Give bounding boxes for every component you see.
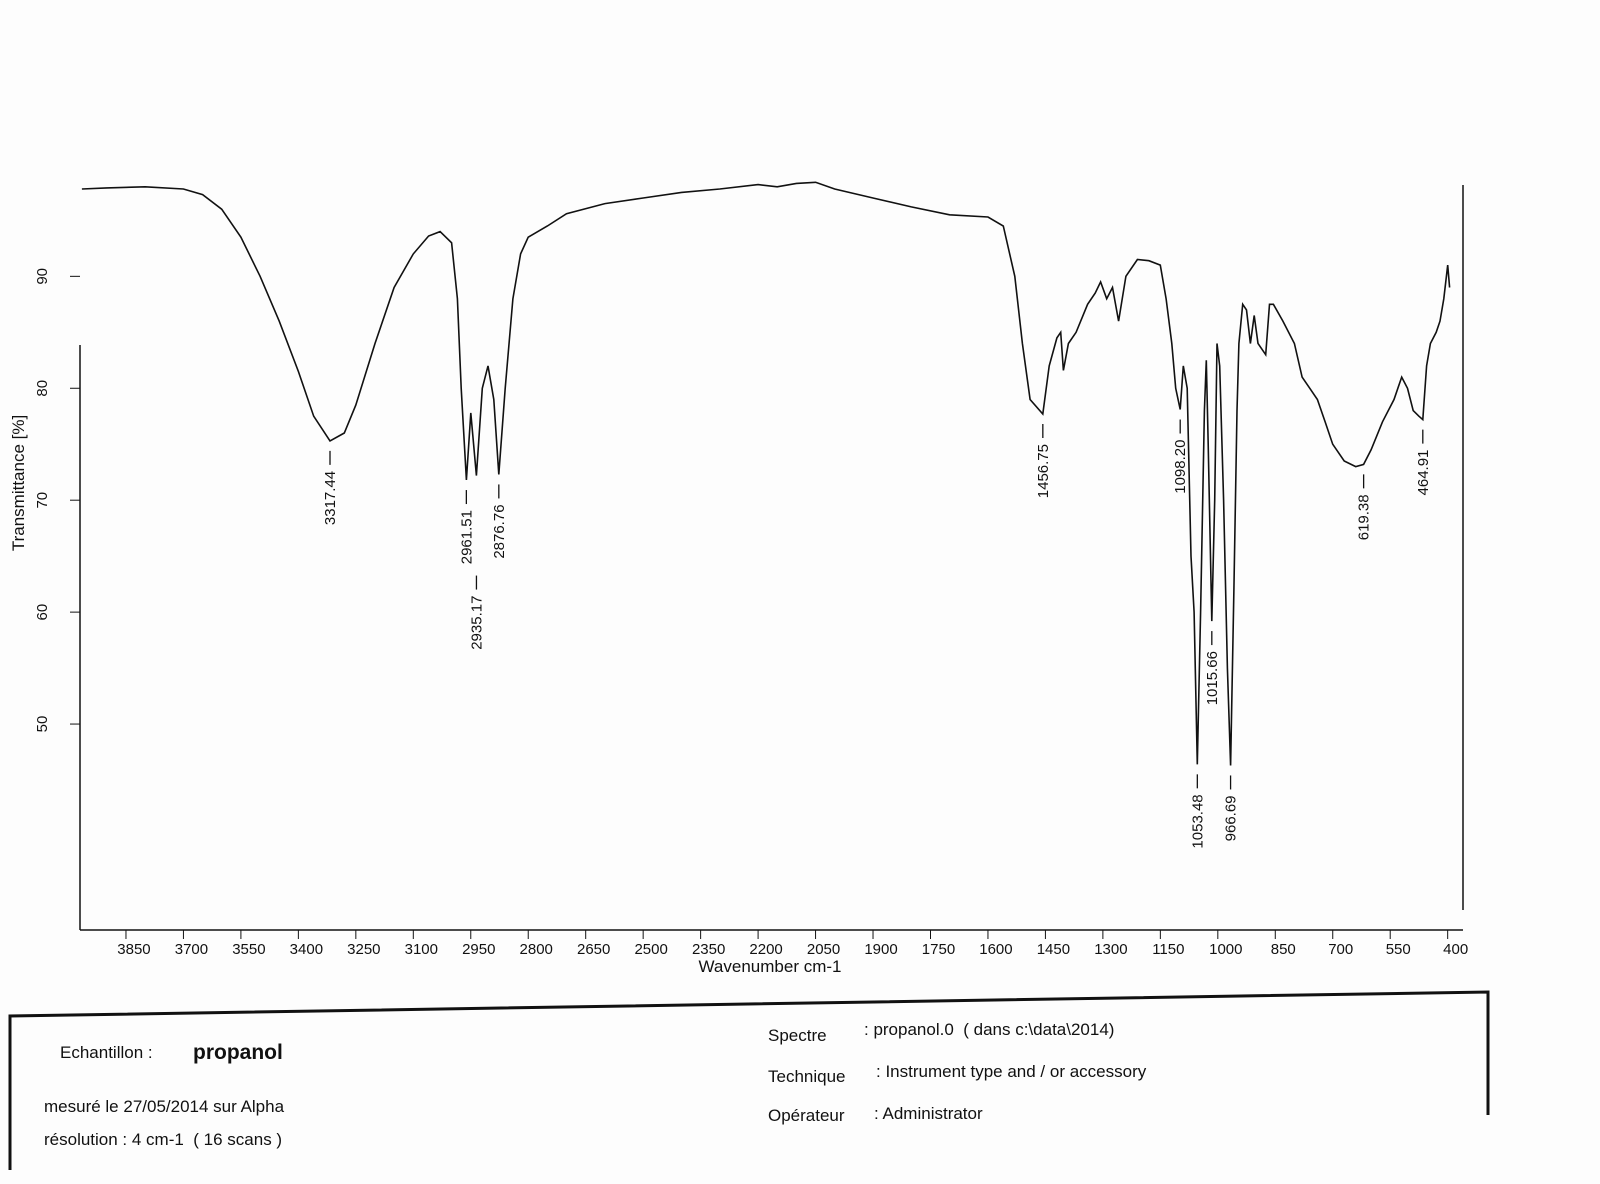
y-tick-label: 60 [34,604,51,621]
resolution: résolution : 4 cm-1 ( 16 scans ) [44,1130,283,1149]
x-tick-label: 3250 [347,941,380,958]
x-tick-label: 1150 [1152,941,1184,958]
x-tick-label: 1450 [1037,941,1070,958]
x-tick-label: 3850 [117,941,150,958]
peak-label: 1098.20 [1172,440,1189,494]
technique-label: Technique [768,1067,846,1086]
x-tick-label: 3400 [290,941,323,958]
peak-label: 464.91 [1415,450,1432,496]
x-tick-label: 1900 [864,941,897,958]
peak-label: 966.69 [1223,795,1240,841]
x-tick-label: 1300 [1094,941,1127,958]
sample: propanol [193,1041,283,1064]
measured: mesuré le 27/05/2014 sur Alpha [44,1097,285,1116]
x-tick-label: 2800 [520,941,553,958]
y-tick-label: 50 [34,716,51,733]
y-tick-label: 70 [34,492,51,509]
x-tick-label: 2500 [634,941,667,958]
sample-label: Echantillon : [60,1043,153,1062]
operator-label: Opérateur [768,1106,845,1125]
x-tick-label: 2950 [462,941,495,958]
peak-label: 3317.44 [322,471,339,525]
x-axis-label: Wavenumber cm-1 [699,957,842,976]
x-tick-label: 3550 [232,941,265,958]
peak-label: 1053.48 [1189,794,1206,848]
x-tick-label: 3100 [405,941,438,958]
x-tick-label: 1000 [1209,941,1242,958]
spectrum-line [81,181,1451,766]
x-tick-label: 400 [1443,941,1468,958]
x-tick-label: 2350 [692,941,725,958]
peak-label: 2961.51 [458,510,475,564]
technique: : Instrument type and / or accessory [876,1062,1147,1081]
y-axis-label: Transmittance [%] [9,415,28,551]
x-tick-label: 2650 [577,941,610,958]
x-tick-label: 2200 [749,941,782,958]
x-tick-label: 3700 [175,941,208,958]
spectrum: : propanol.0 ( dans c:\data\2014) [864,1020,1115,1039]
operator: : Administrator [874,1104,983,1123]
spectrum-label: Spectre [768,1026,827,1045]
x-tick-label: 850 [1271,941,1296,958]
peak-label: 1456.75 [1035,444,1052,498]
x-tick-label: 1600 [979,941,1012,958]
y-tick-label: 80 [34,380,51,397]
peak-label: 619.38 [1356,494,1373,540]
x-tick-label: 550 [1386,941,1411,958]
x-tick-label: 2050 [807,941,840,958]
x-tick-label: 700 [1328,941,1353,958]
peak-label: 2876.76 [491,504,508,558]
chart: Wavenumber cm-1 Transmittance [%] 3850 37… [9,181,1468,976]
y-tick-label: 90 [34,268,51,285]
x-tick-label: 1750 [922,941,955,958]
peak-label: 1015.66 [1204,651,1221,705]
peak-label: 2935.17 [468,596,485,650]
